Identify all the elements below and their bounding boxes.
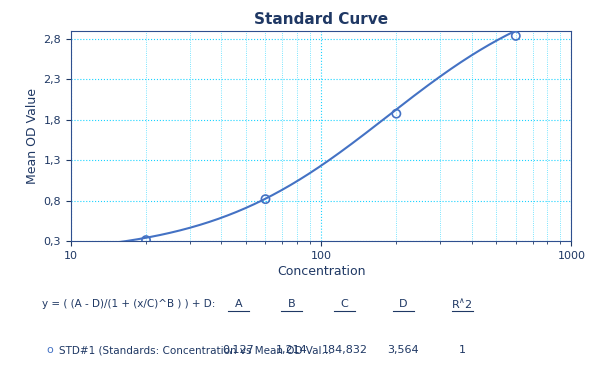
Point [141, 237, 151, 243]
Text: B: B [288, 300, 295, 309]
Text: 1,214: 1,214 [276, 345, 307, 355]
Point [261, 196, 270, 202]
Text: 0,127: 0,127 [223, 345, 254, 355]
Point [511, 33, 521, 39]
Text: $\mathregular{R^{\wedge}2}$: $\mathregular{R^{\wedge}2}$ [451, 298, 474, 311]
Text: o: o [47, 345, 54, 355]
Text: y = ( (A - D)/(1 + (x/C)^B ) ) + D:: y = ( (A - D)/(1 + (x/C)^B ) ) + D: [42, 300, 215, 309]
Text: 184,832: 184,832 [322, 345, 368, 355]
Text: A: A [235, 300, 242, 309]
Text: 1: 1 [459, 345, 466, 355]
Text: C: C [340, 300, 349, 309]
Title: Standard Curve: Standard Curve [254, 12, 388, 27]
X-axis label: Concentration: Concentration [277, 265, 365, 278]
Point [392, 111, 401, 117]
Text: 3,564: 3,564 [388, 345, 419, 355]
Text: STD#1 (Standards: Concentration vs Mean OD Val...: STD#1 (Standards: Concentration vs Mean … [59, 345, 332, 355]
Y-axis label: Mean OD Value: Mean OD Value [26, 88, 39, 184]
Text: D: D [399, 300, 408, 309]
